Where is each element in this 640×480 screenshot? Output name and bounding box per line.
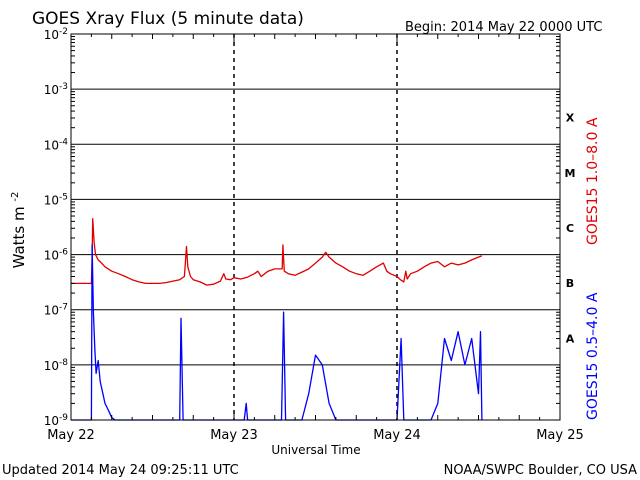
- flare-class-c-label: C: [566, 222, 574, 235]
- x-tick-label: May 22: [47, 428, 95, 443]
- y-axis-title-exponent: -2: [10, 192, 21, 202]
- series-group: [71, 217, 483, 421]
- chart-title: GOES Xray Flux (5 minute data): [32, 9, 304, 29]
- y-tick-label: 10-9: [44, 413, 69, 428]
- y-tick-label: 10-4: [44, 137, 69, 152]
- series-line-0: [71, 217, 483, 286]
- y-axis: 10-2 10-3 10-4 10-5 10-6 10-7 10-8 10-9: [44, 27, 560, 428]
- credit-text: NOAA/SWPC Boulder, CO USA: [444, 463, 637, 478]
- y-tick-label: 10-3: [44, 82, 68, 97]
- begin-label: Begin: 2014 May 22 0000 UTC: [405, 20, 602, 35]
- x-tick-label: May 23: [210, 428, 258, 443]
- updated-timestamp: Updated 2014 May 24 09:25:11 UTC: [2, 463, 239, 478]
- flare-class-labels: X M C B A: [565, 112, 576, 346]
- plot-frame: [70, 33, 561, 421]
- flare-class-b-label: B: [566, 277, 574, 290]
- series-line-1: [71, 244, 483, 421]
- y-tick-label: 10-8: [44, 358, 69, 373]
- y-axis-title-text: Watts m: [10, 206, 28, 268]
- x-axis-title: Universal Time: [271, 443, 360, 457]
- series-legend-long: GOES15 1.0–8.0 A: [585, 117, 601, 245]
- flare-class-x-label: X: [566, 112, 575, 125]
- x-tick-label: May 24: [373, 428, 421, 443]
- x-axis: May 22 May 23 May 24 May 25: [47, 34, 584, 443]
- series-legend-short: GOES15 0.5–4.0 A: [585, 292, 601, 420]
- y-axis-title: Watts m -2: [10, 192, 28, 269]
- grid: [71, 34, 560, 420]
- y-tick-label: 10-5: [44, 192, 68, 207]
- y-tick-label: 10-7: [44, 303, 68, 318]
- x-tick-label: May 25: [536, 428, 584, 443]
- flare-class-m-label: M: [565, 167, 576, 180]
- svg-text:Watts m -2: Watts m -2: [10, 192, 28, 269]
- y-tick-label: 10-6: [44, 248, 69, 263]
- y-tick-label: 10-2: [44, 27, 68, 42]
- flare-class-a-label: A: [566, 332, 575, 345]
